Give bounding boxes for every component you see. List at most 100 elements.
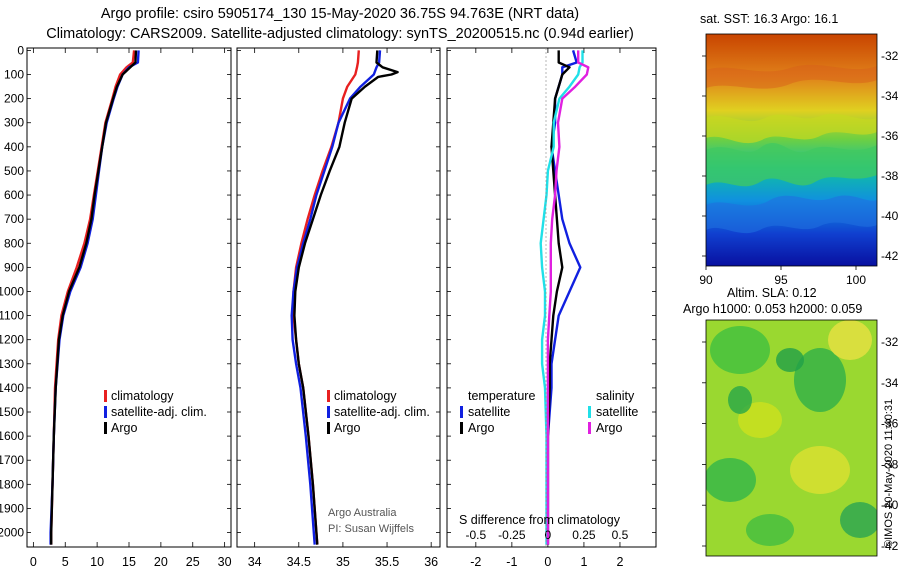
figure-title-line-2: Climatology: CARS2009. Satellite-adjuste… [46,26,634,42]
legend-swatch-sal-argo [588,422,591,434]
x-tick-label: 10 [90,555,104,569]
legend-heading-temperature: temperature [468,389,535,403]
x-tick-label: 35 [336,555,350,569]
figure-title-line-1: Argo profile: csiro 5905174_130 15-May-2… [100,6,580,22]
legend-heading-salinity: salinity [596,389,635,403]
legend-swatch-argo [327,422,330,434]
lat-tick-label: -36 [881,129,899,143]
imos-credit: ©IMOS 20-May-2020 11:40:31 [883,399,895,548]
lon-tick-label: 90 [699,273,713,287]
lat-tick-label: -42 [881,249,899,263]
legend-label-argo: Argo [334,421,360,435]
legend-label-sal-argo: Argo [596,421,622,435]
y-tick-label: 1700 [0,453,24,467]
x-tick-label: 36 [424,555,438,569]
x-tick-label: 30 [218,555,232,569]
x-tick-label-top: -0.25 [498,528,526,542]
x-tick-label: 2 [616,555,623,569]
legend-label-argo: Argo [111,421,137,435]
legend-label-temp-satellite: satellite [468,405,510,419]
y-tick-label: 1800 [0,477,24,491]
legend-swatch-temp-satellite [460,406,463,418]
y-tick-label: 400 [4,140,24,154]
x-tick-label-top: -0.5 [465,528,486,542]
x-tick-label-top: 0 [545,528,552,542]
legend-label-temp-argo: Argo [468,421,494,435]
salinity-legend: climatology satellite-adj. clim. Argo [327,389,430,435]
lat-tick-label: -40 [881,209,899,223]
x-tick-label: 0 [30,555,37,569]
x-tick-label-top: 0.5 [612,528,629,542]
x-tick-label: -1 [506,555,517,569]
series-line-argo [50,50,138,545]
y-tick-label: 100 [4,68,24,82]
legend-swatch-temp-argo [460,422,463,434]
lat-tick-label: -42 [881,539,899,553]
lon-tick-label: 100 [846,273,866,287]
y-tick-label: 200 [4,92,24,106]
lat-tick-label: -32 [881,335,899,349]
legend-label-climatology: climatology [334,389,397,403]
difference-legend: temperature satellite Argo salinity sate… [460,389,638,435]
x-tick-label: 35.5 [375,555,399,569]
y-tick-label: 700 [4,212,24,226]
y-tick-label: 1500 [0,405,24,419]
lon-tick-label: 95 [774,273,788,287]
legend-label-satellite: satellite-adj. clim. [111,405,207,419]
y-tick-label: 600 [4,188,24,202]
pi-note: PI: Susan Wijffels [328,523,414,535]
lat-tick-label: -34 [881,89,899,103]
y-tick-label: 1100 [0,309,24,323]
y-tick-label: 1400 [0,381,24,395]
lat-tick-label: -38 [881,457,899,471]
x-tick-label: -2 [470,555,481,569]
lat-tick-label: -32 [881,49,899,63]
legend-swatch-satellite [327,406,330,418]
x-tick-label: 15 [122,555,136,569]
x-tick-label-top: 0.25 [572,528,596,542]
sla-map-title-1: Altim. SLA: 0.12 [727,286,817,300]
temperature-legend: climatology satellite-adj. clim. Argo [104,389,207,435]
difference-axis-label: S difference from climatology [459,513,621,527]
lat-tick-label: -38 [881,169,899,183]
y-tick-label: 900 [4,260,24,274]
lat-tick-label: -40 [881,498,899,512]
series-line-argo [293,50,399,545]
sst-map-title: sat. SST: 16.3 Argo: 16.1 [700,12,839,26]
x-tick-label: 34.5 [287,555,311,569]
sla-map-title-2: Argo h1000: 0.053 h2000: 0.059 [683,302,863,316]
x-tick-label: 0 [544,555,551,569]
y-tick-label: 800 [4,236,24,250]
x-tick-label: 25 [186,555,200,569]
legend-swatch-satellite [104,406,107,418]
legend-label-climatology: climatology [111,389,174,403]
x-tick-label: 34 [248,555,262,569]
y-tick-label: 0 [17,43,24,57]
y-tick-label: 1000 [0,284,24,298]
series-line-satellite-adj-clim- [290,50,382,545]
lat-tick-label: -36 [881,417,899,431]
sst-map [705,33,878,267]
y-tick-label: 1600 [0,429,24,443]
x-tick-label: 1 [580,555,587,569]
x-tick-label: 20 [154,555,168,569]
legend-swatch-climatology [104,390,107,402]
x-tick-label: 5 [62,555,69,569]
sla-map [705,319,878,557]
legend-swatch-argo [104,422,107,434]
series-line-salinity-argo [546,50,590,545]
lat-tick-label: -34 [881,376,899,390]
temperature-panel-frame [26,47,232,548]
y-tick-label: 1300 [0,357,24,371]
legend-label-satellite: satellite-adj. clim. [334,405,430,419]
y-tick-label: 2000 [0,526,24,540]
legend-label-sal-satellite: satellite [596,405,638,419]
y-tick-label: 500 [4,164,24,178]
salinity-panel-frame [236,47,441,548]
legend-swatch-climatology [327,390,330,402]
legend-swatch-sal-satellite [588,406,591,418]
argo-australia-note: Argo Australia [328,507,397,519]
y-tick-label: 1200 [0,333,24,347]
y-tick-label: 1900 [0,501,24,515]
